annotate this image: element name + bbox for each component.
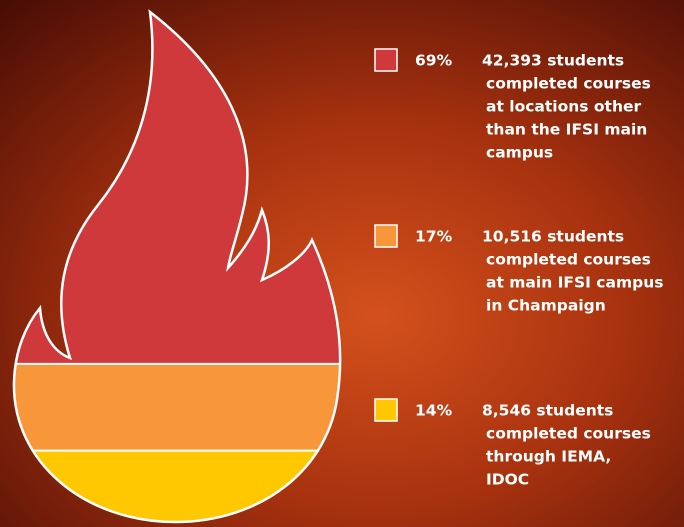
description-line: at locations other — [486, 98, 642, 116]
description-line: campus — [486, 144, 553, 162]
description-line: 8,546 students — [482, 402, 613, 420]
percent-label: 17% — [415, 228, 453, 246]
description-line: at main IFSI campus — [486, 274, 663, 292]
description-line: in Champaign — [486, 297, 606, 315]
legend-swatch — [375, 399, 397, 421]
description-line: IDOC — [486, 471, 529, 489]
legend-swatch — [375, 49, 397, 71]
description-line: completed courses — [486, 251, 651, 269]
description-line: 10,516 students — [482, 228, 624, 246]
percent-label: 14% — [415, 402, 453, 420]
description-line: through IEMA, — [486, 448, 611, 466]
description-line: completed courses — [486, 75, 651, 93]
percent-label: 69% — [415, 52, 453, 70]
description-line: completed courses — [486, 425, 651, 443]
flame-band — [0, 364, 360, 451]
description-line: than the IFSI main — [486, 121, 647, 139]
page: 69% 42,393 students completed courses at lo… — [0, 0, 684, 527]
description-line: 42,393 students — [482, 52, 624, 70]
chart: 69% 42,393 students completed courses at lo… — [0, 0, 684, 527]
legend-swatch — [375, 225, 397, 247]
